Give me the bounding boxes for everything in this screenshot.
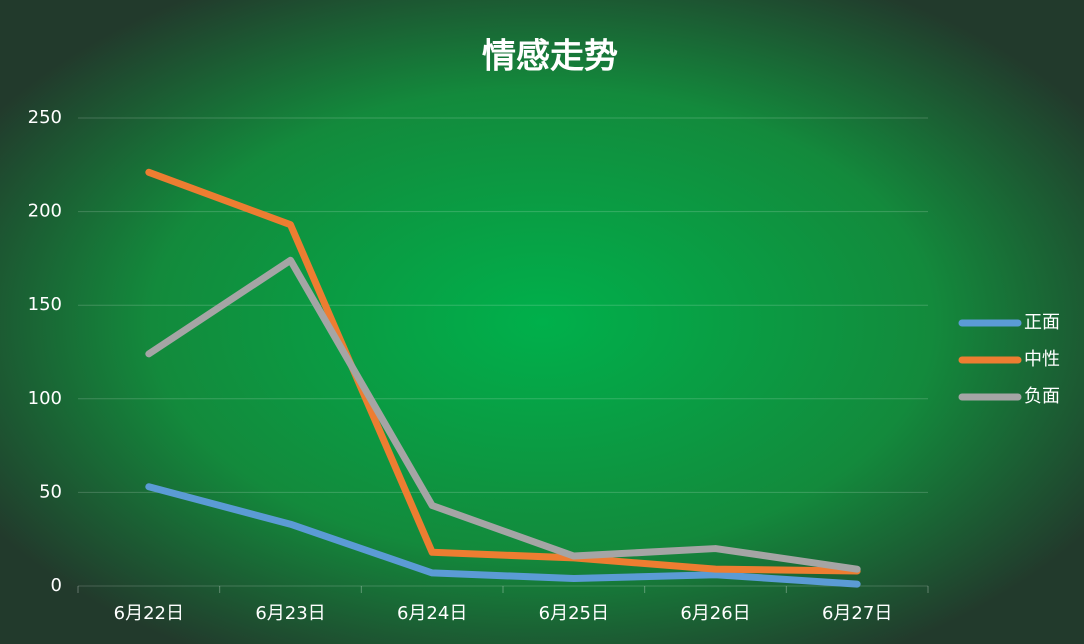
y-tick-label: 100 xyxy=(28,388,62,409)
x-tick-label: 6月27日 xyxy=(822,603,892,624)
series-line xyxy=(145,168,861,575)
y-tick-label: 200 xyxy=(28,201,62,222)
x-tick-label: 6月26日 xyxy=(680,603,750,624)
series-line xyxy=(145,483,861,588)
legend-label: 中性 xyxy=(1024,349,1060,370)
x-tick-label: 6月23日 xyxy=(255,603,325,624)
y-tick-label: 250 xyxy=(28,107,62,128)
y-tick-label: 0 xyxy=(51,575,62,596)
x-tick-label: 6月22日 xyxy=(114,603,184,624)
legend-label: 正面 xyxy=(1024,312,1060,333)
x-tick-label: 6月24日 xyxy=(397,603,467,624)
legend-label: 负面 xyxy=(1024,386,1060,407)
y-tick-label: 150 xyxy=(28,294,62,315)
series-line xyxy=(145,256,861,573)
y-tick-label: 50 xyxy=(39,481,62,502)
chart-title: 情感走势 xyxy=(482,37,618,77)
x-tick-label: 6月25日 xyxy=(539,603,609,624)
